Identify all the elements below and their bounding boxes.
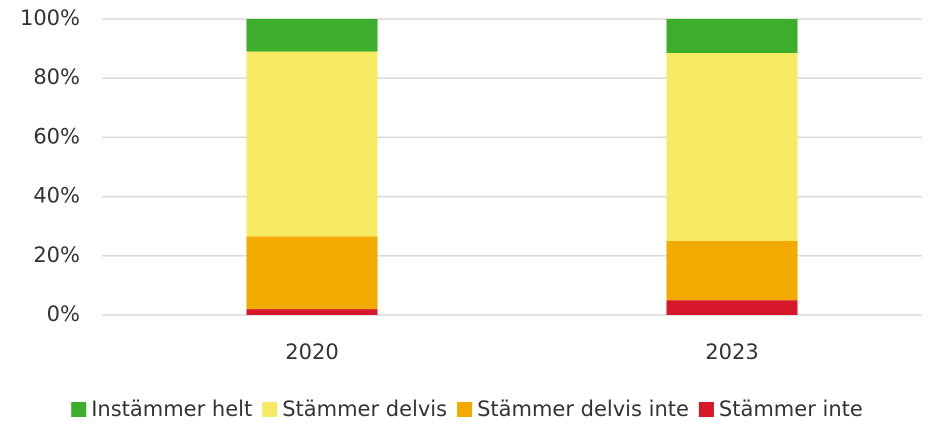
y-tick-label: 60% [33, 124, 80, 148]
bar-segment [246, 51, 378, 237]
x-tick-label: 2023 [705, 340, 758, 364]
bar-segment [666, 241, 798, 301]
bar-segment [666, 19, 798, 54]
legend-swatch [457, 402, 473, 417]
bar-segment [246, 236, 378, 310]
y-tick-label: 100% [20, 6, 80, 30]
legend-swatch [262, 402, 278, 417]
y-tick-label: 40% [33, 184, 80, 208]
y-tick-label: 80% [33, 65, 80, 89]
bar-segment [246, 309, 378, 315]
bar-segment [666, 53, 798, 241]
legend-label: Instämmer helt [91, 397, 252, 421]
bar-segment [246, 19, 378, 52]
legend-label: Stämmer inte [719, 397, 863, 421]
x-tick-label: 2020 [285, 340, 338, 364]
legend-swatch [698, 402, 714, 417]
legend-label: Stämmer delvis inte [477, 397, 689, 421]
legend-swatch [71, 402, 87, 417]
legend-label: Stämmer delvis [282, 397, 447, 421]
y-tick-label: 0% [47, 302, 80, 326]
y-tick-label: 20% [33, 243, 80, 267]
bar-segment [666, 300, 798, 315]
